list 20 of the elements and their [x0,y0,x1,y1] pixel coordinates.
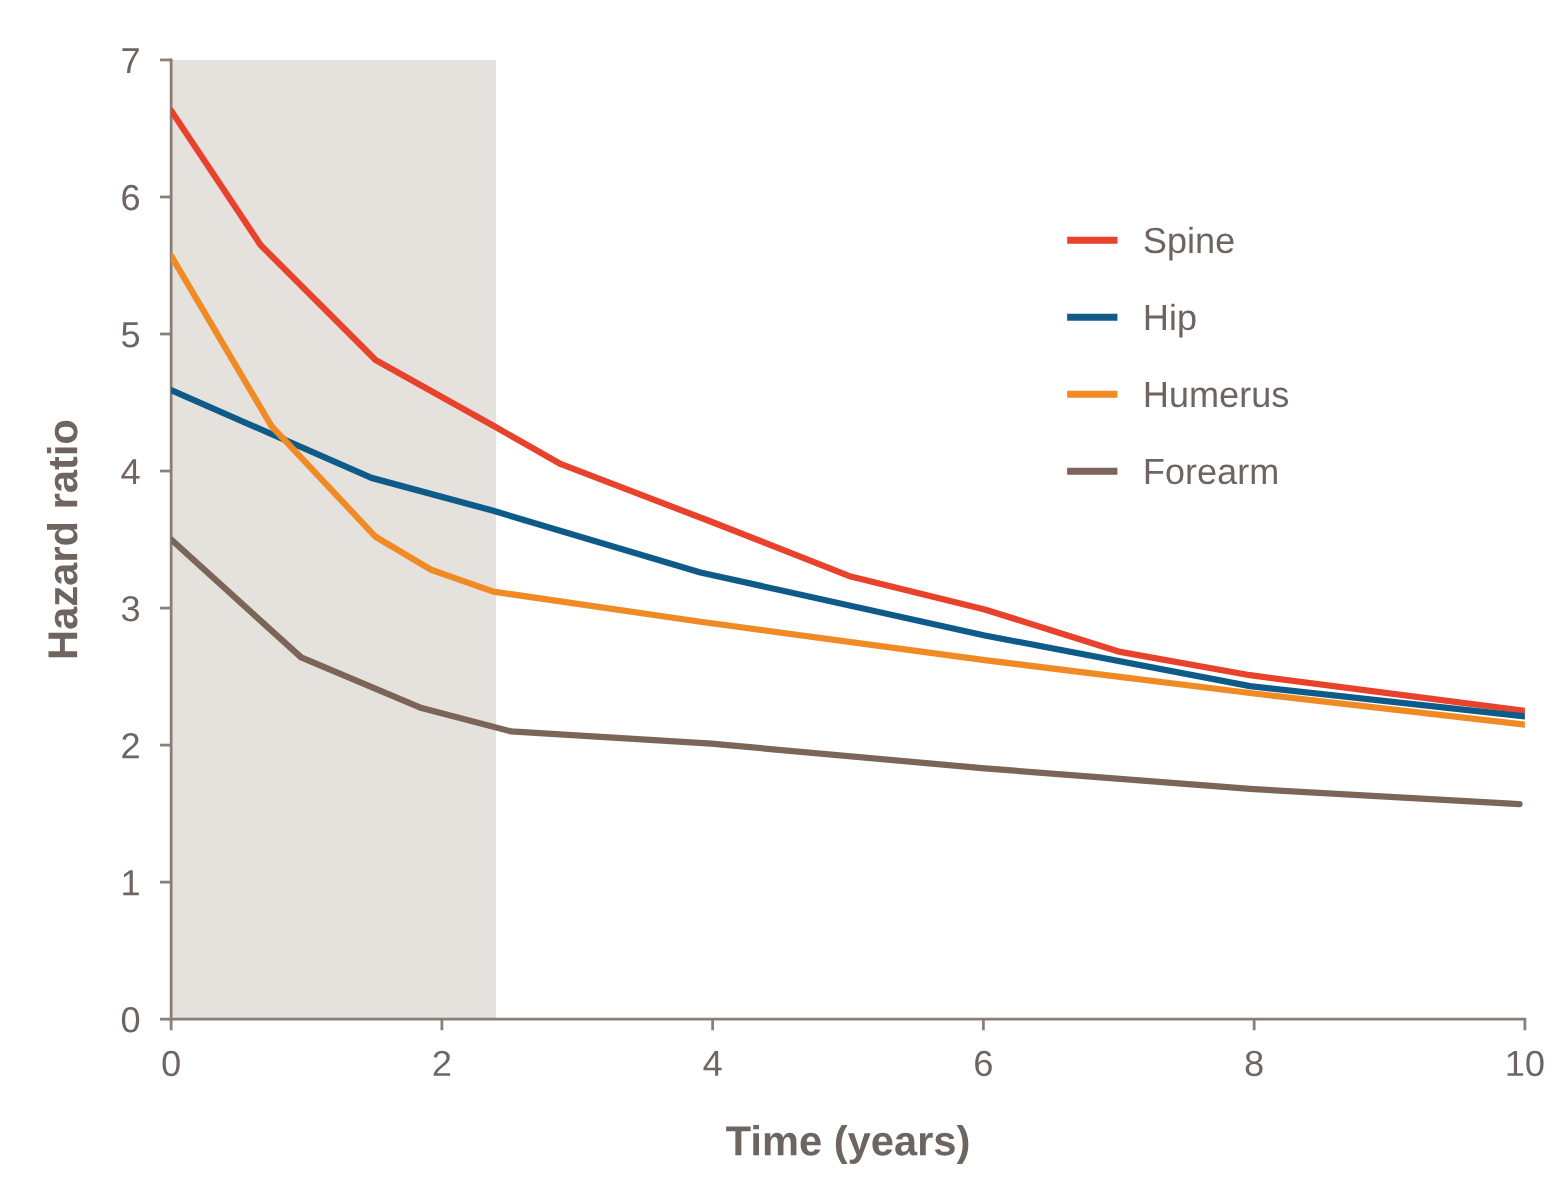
legend-label: Forearm [1145,459,1277,485]
legend-label: Hip [1145,303,1196,338]
y-tick-label: 7 [122,48,139,74]
y-tick-label: 4 [121,459,140,485]
x-tick-label: 6 [975,1050,992,1077]
y-tick-label: 3 [121,595,140,622]
y-tick-label: 2 [122,732,139,759]
x-tick-label: 8 [1245,1050,1263,1077]
y-tick-label: 1 [123,870,139,896]
x-tick-label: 10 [1507,1050,1544,1077]
y-tick-label: 6 [122,184,140,211]
y-tick-label: 0 [121,1007,140,1033]
legend-label: Spine [1144,226,1234,261]
x-axis-title: Time (years) [726,1125,969,1164]
y-axis-title: Hazard ratio [46,420,78,658]
legend-label: Humerus [1145,382,1289,408]
x-tick-label: 2 [433,1050,451,1076]
x-tick-label: 0 [162,1050,180,1077]
y-tick-label: 5 [121,322,140,348]
x-tick-label: 4 [703,1051,722,1076]
